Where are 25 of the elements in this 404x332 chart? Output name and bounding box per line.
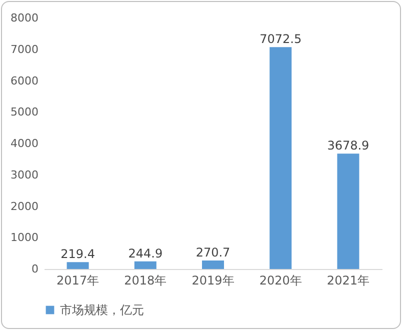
x-tick-label: 2021年: [326, 274, 370, 288]
y-tick-label: 0: [32, 262, 38, 276]
x-tick-label: 2018年: [124, 274, 167, 288]
bar: [337, 154, 360, 269]
y-tick-label: 7000: [10, 42, 38, 56]
x-tick-label: 2017年: [56, 274, 100, 288]
x-tick-label: 2019年: [192, 274, 234, 288]
y-tick-label: 3000: [10, 168, 38, 182]
bar: [134, 261, 156, 269]
data-label: 7072.5: [260, 32, 302, 46]
data-label: 219.4: [60, 247, 95, 262]
y-tick-label: 2000: [10, 200, 38, 213]
y-tick-label: 8000: [10, 12, 38, 24]
data-label: 3678.9: [327, 138, 370, 153]
y-tick-label: 4000: [10, 137, 38, 150]
bar: [66, 262, 89, 269]
data-label: 244.9: [128, 246, 163, 260]
y-tick-label: 5000: [10, 106, 38, 119]
data-label: 270.7: [196, 246, 230, 260]
y-tick-label: 6000: [10, 74, 38, 88]
x-tick-label: 2020年: [259, 274, 302, 288]
bar: [270, 47, 292, 269]
legend-label: 市场规模，亿元: [60, 303, 144, 317]
y-tick-label: 1000: [10, 231, 38, 244]
bar: [202, 260, 224, 269]
